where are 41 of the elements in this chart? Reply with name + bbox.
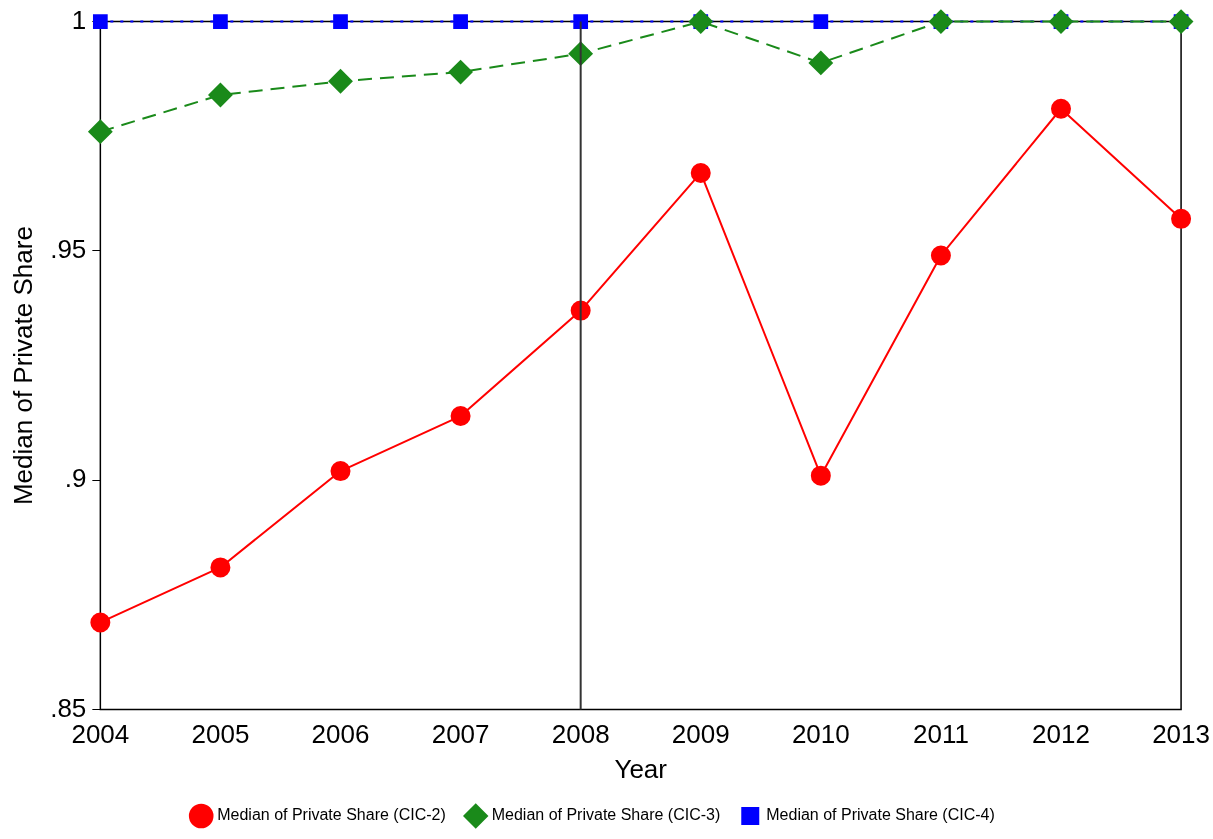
y-axis-title: Median of Private Share: [7, 226, 38, 506]
point: [1169, 9, 1194, 34]
x-tick-label: 2011: [912, 719, 969, 750]
point: [208, 82, 233, 107]
point: [573, 14, 589, 29]
point: [1049, 9, 1073, 34]
legend-label: Median of Private Share (CIC-2): [217, 806, 446, 824]
x-tick-label: 2008: [551, 719, 610, 750]
point: [808, 50, 833, 75]
x-tick-label: 2005: [191, 719, 250, 750]
x-tick-label: 2006: [311, 719, 370, 750]
point: [928, 9, 953, 34]
x-tick-label: 2010: [791, 719, 850, 750]
point: [210, 557, 231, 578]
y-tick-label: .9: [64, 463, 87, 494]
point: [810, 465, 831, 486]
point: [1051, 98, 1071, 119]
legend-label: Median of Private Share (CIC-3): [491, 806, 721, 824]
x-tick-label: 2013: [1152, 719, 1210, 750]
point: [448, 60, 473, 85]
x-tick-label: 2007: [431, 719, 490, 750]
legend-label: Median of Private Share (CIC-4): [766, 806, 995, 824]
point: [330, 461, 351, 482]
point: [813, 14, 829, 29]
point: [90, 612, 111, 633]
point: [88, 119, 113, 144]
point: [688, 9, 713, 34]
y-tick-label: .95: [50, 234, 87, 265]
point: [453, 14, 468, 29]
point: [333, 14, 348, 29]
point: [930, 245, 951, 266]
point: [450, 406, 471, 427]
x-axis-title: Year: [614, 753, 668, 784]
x-tick-label: 2009: [671, 719, 730, 750]
point: [328, 69, 353, 94]
point: [690, 162, 711, 183]
point: [213, 14, 228, 29]
point: [92, 14, 108, 29]
point: [1171, 208, 1192, 229]
x-tick-label: 2012: [1032, 719, 1090, 750]
y-tick-label: 1: [71, 4, 87, 35]
